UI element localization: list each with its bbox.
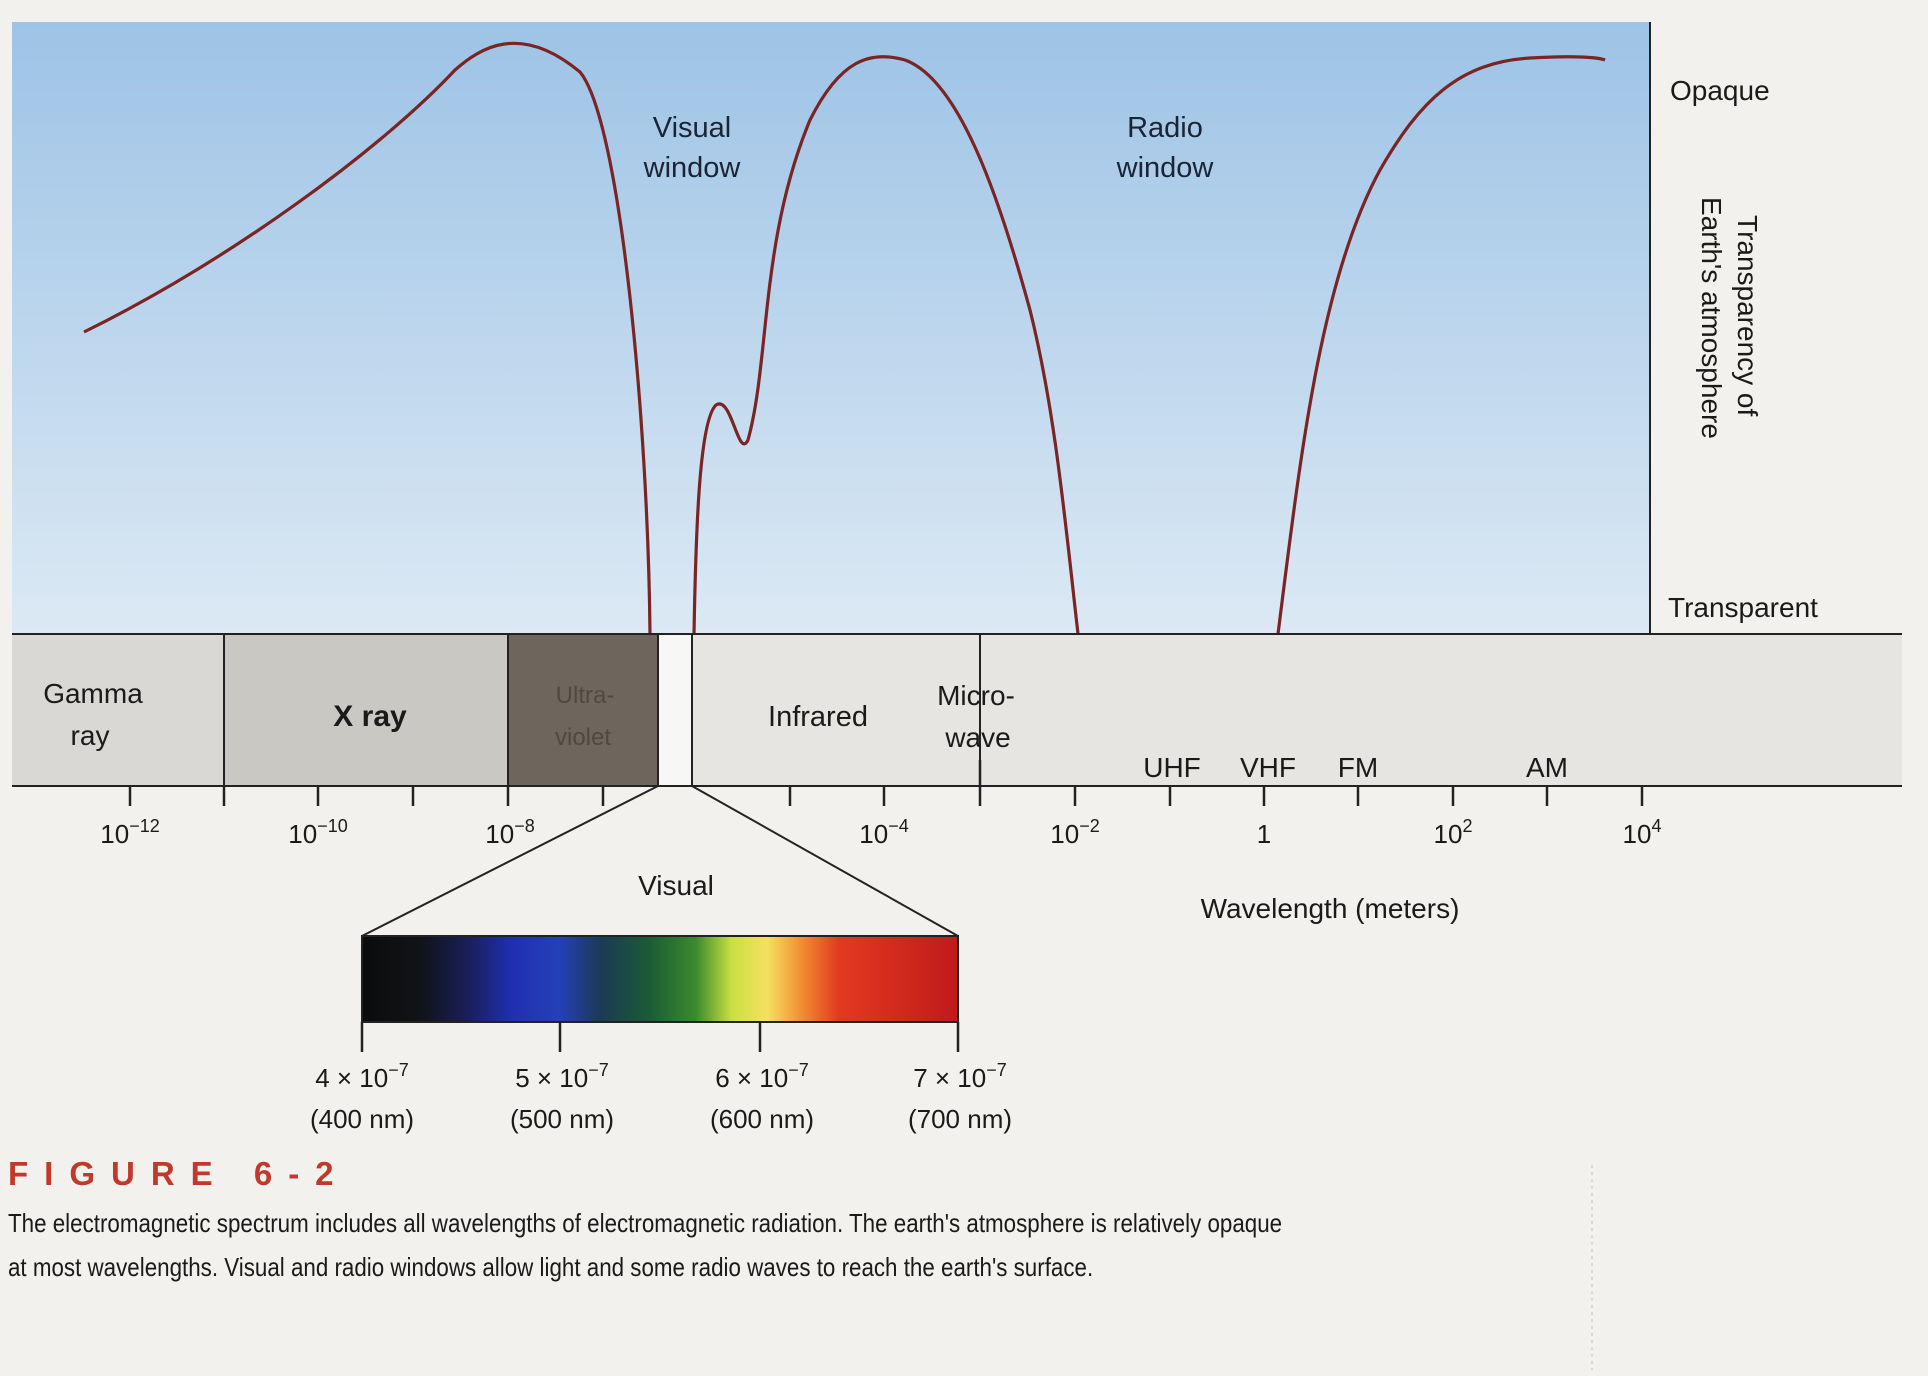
gamma-label-2: ray bbox=[71, 720, 110, 751]
visible-tick-700-a: 7 × 10−7 bbox=[913, 1060, 1007, 1093]
wl-tick-1e-10: 10−10 bbox=[288, 816, 347, 849]
infrared-label: Infrared bbox=[768, 701, 868, 733]
visual-window-label-2: window bbox=[643, 152, 742, 184]
am-label: AM bbox=[1526, 752, 1568, 783]
visible-tick-600-a: 6 × 10−7 bbox=[715, 1060, 809, 1093]
radio-window-label-1: Radio bbox=[1127, 112, 1203, 144]
visible-tick-500-a: 5 × 10−7 bbox=[515, 1060, 609, 1093]
visible-spectrum-strip bbox=[361, 935, 959, 1023]
fm-label: FM bbox=[1338, 752, 1378, 783]
opaque-label: Opaque bbox=[1670, 75, 1770, 106]
visual-spectrum-title: Visual bbox=[638, 870, 714, 901]
transparency-axis-title-1: Transparency of bbox=[1732, 215, 1763, 416]
visual-band bbox=[658, 634, 692, 786]
figure-caption: FIGURE 6-2 The electromagnetic spectrum … bbox=[8, 1155, 1608, 1289]
zoom-line-right bbox=[691, 785, 959, 937]
xray-band bbox=[224, 634, 508, 786]
vhf-label: VHF bbox=[1240, 752, 1296, 783]
wavelength-ticks bbox=[128, 760, 1644, 806]
wl-tick-1e-8: 10−8 bbox=[485, 816, 534, 849]
gamma-band bbox=[12, 634, 224, 786]
wl-tick-1e4: 104 bbox=[1623, 816, 1662, 849]
atmosphere-panel bbox=[12, 22, 1650, 634]
visible-tick-700-b: (700 nm) bbox=[908, 1104, 1012, 1134]
gamma-label-1: Gamma bbox=[43, 678, 143, 709]
radio-window-label-2: window bbox=[1116, 152, 1215, 184]
zoom-line-left bbox=[361, 785, 659, 937]
transparency-curve bbox=[83, 41, 1606, 635]
visible-tick-400-b: (400 nm) bbox=[310, 1104, 414, 1134]
wl-tick-1e-4: 10−4 bbox=[859, 816, 908, 849]
uhf-label: UHF bbox=[1143, 752, 1201, 783]
wl-tick-1e2: 102 bbox=[1434, 816, 1473, 849]
wavelength-axis-title: Wavelength (meters) bbox=[1201, 893, 1460, 924]
visible-spectrum-ticks bbox=[360, 1022, 960, 1052]
microwave-label-1: Micro- bbox=[937, 680, 1015, 711]
caption-text: The electromagnetic spectrum includes al… bbox=[8, 1208, 1283, 1282]
xray-label: X ray bbox=[333, 700, 407, 733]
wl-tick-1e-12: 10−12 bbox=[100, 816, 159, 849]
visible-tick-600-b: (600 nm) bbox=[710, 1104, 814, 1134]
uv-label-1: Ultra- bbox=[556, 682, 615, 709]
visible-tick-500-b: (500 nm) bbox=[510, 1104, 614, 1134]
uv-band bbox=[508, 634, 658, 786]
visual-window-label-1: Visual bbox=[653, 112, 731, 144]
visible-tick-400-a: 4 × 10−7 bbox=[315, 1060, 409, 1093]
microwave-label-2: wave bbox=[944, 722, 1010, 753]
figure-label: FIGURE 6-2 bbox=[8, 1155, 350, 1192]
transparent-label: Transparent bbox=[1668, 592, 1818, 623]
wl-tick-1e-2: 10−2 bbox=[1050, 816, 1099, 849]
uv-label-2: violet bbox=[555, 724, 611, 751]
transparency-axis-title-2: Earth's atmosphere bbox=[1696, 197, 1727, 439]
wl-tick-1: 1 bbox=[1257, 819, 1271, 849]
